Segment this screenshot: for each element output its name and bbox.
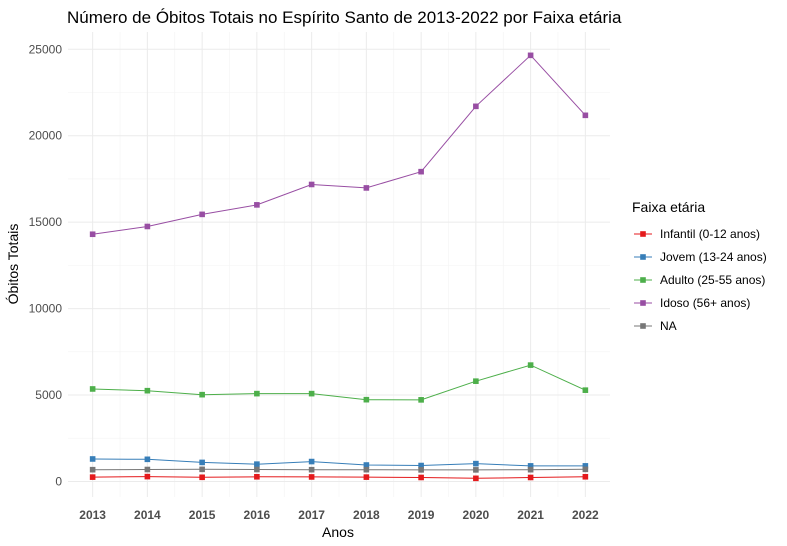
data-point — [473, 467, 479, 473]
data-point — [473, 378, 479, 384]
chart-title: Número de Óbitos Totais no Espírito Sant… — [67, 8, 622, 27]
series-line — [92, 364, 586, 401]
data-point — [527, 463, 534, 469]
legend-title: Faixa etária — [632, 199, 705, 215]
y-tick-label: 25000 — [29, 42, 63, 56]
data-point — [254, 202, 260, 208]
series-lines — [89, 52, 589, 482]
data-point — [199, 391, 205, 398]
x-tick-label: 2020 — [463, 508, 490, 522]
data-point — [418, 462, 424, 469]
data-point — [308, 458, 315, 465]
data-point — [199, 459, 205, 466]
data-point — [89, 466, 96, 473]
data-point — [363, 474, 370, 480]
x-tick-label: 2015 — [189, 508, 216, 522]
y-tick-label: 10000 — [29, 302, 63, 316]
legend-label: Jovem (13-24 anos) — [660, 250, 767, 264]
data-point — [582, 466, 589, 473]
legend-label: Infantil (0-12 anos) — [660, 227, 760, 241]
series-line — [92, 458, 586, 467]
data-point — [308, 390, 315, 397]
data-point — [418, 467, 424, 473]
legend-key-marker — [640, 300, 646, 306]
y-tick-label: 20000 — [29, 129, 63, 143]
data-point — [363, 185, 370, 191]
series-line — [92, 476, 586, 479]
data-point — [473, 475, 479, 482]
data-point — [254, 466, 260, 473]
x-tick-label: 2013 — [79, 508, 106, 522]
x-axis-ticks: 2013 2014 2015 2016 2017 2018 2019 2020 2021 2022 — [79, 508, 599, 522]
data-point — [527, 474, 534, 481]
data-point — [527, 52, 534, 59]
x-tick-label: 2014 — [134, 508, 161, 522]
series-line — [92, 54, 586, 235]
grid — [68, 32, 610, 497]
data-point — [363, 462, 370, 468]
x-tick-label: 2018 — [353, 508, 380, 522]
data-point — [582, 387, 589, 393]
data-point — [473, 460, 479, 467]
legend-key-marker — [640, 254, 646, 260]
y-tick-label: 15000 — [29, 215, 63, 229]
data-point — [418, 397, 424, 403]
data-point — [199, 466, 205, 473]
data-point — [89, 456, 96, 462]
y-axis-title: Óbitos Totais — [5, 224, 21, 305]
y-tick-label: 5000 — [35, 388, 62, 402]
data-point — [144, 223, 151, 230]
y-tick-label: 0 — [55, 474, 62, 488]
x-tick-label: 2022 — [572, 508, 599, 522]
data-point — [582, 463, 589, 469]
x-tick-label: 2019 — [408, 508, 435, 522]
data-point — [89, 386, 96, 392]
legend-label: NA — [660, 319, 677, 333]
data-point — [582, 473, 589, 480]
data-point — [144, 456, 151, 463]
y-axis-ticks: 0 5000 10000 15000 20000 25000 — [29, 42, 63, 488]
legend: Faixa etária Infantil (0-12 anos) Jovem (… — [632, 199, 767, 333]
data-point — [199, 474, 205, 481]
data-point — [418, 168, 424, 175]
legend-key-marker — [640, 323, 646, 329]
x-tick-label: 2017 — [298, 508, 325, 522]
data-point — [363, 466, 370, 473]
data-point — [308, 181, 315, 188]
data-point — [308, 474, 315, 480]
series-line — [92, 468, 586, 471]
data-point — [254, 461, 260, 467]
data-point — [254, 473, 260, 480]
data-point — [89, 231, 96, 238]
legend-key-marker — [640, 231, 646, 237]
x-tick-label: 2016 — [244, 508, 271, 522]
data-point — [89, 474, 96, 480]
data-point — [144, 387, 151, 394]
data-point — [418, 474, 424, 481]
x-tick-label: 2021 — [517, 508, 544, 522]
legend-label: Adulto (25-55 anos) — [660, 273, 765, 287]
legend-label: Idoso (56+ anos) — [660, 296, 750, 310]
data-point — [144, 466, 151, 473]
data-point — [254, 390, 260, 397]
x-axis-title: Anos — [322, 524, 354, 540]
legend-key-marker — [640, 277, 646, 283]
data-point — [363, 396, 370, 403]
data-point — [308, 466, 315, 473]
data-point — [527, 362, 534, 368]
data-point — [473, 103, 479, 110]
data-point — [582, 112, 589, 119]
data-point — [199, 211, 205, 218]
data-point — [144, 473, 151, 480]
data-point — [527, 466, 534, 473]
